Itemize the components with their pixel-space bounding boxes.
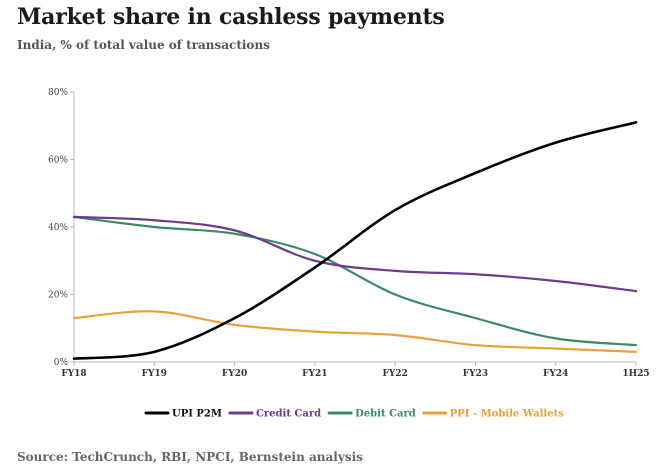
chart-subtitle: India, % of total value of transactions bbox=[17, 38, 270, 52]
y-tick-label: 80% bbox=[48, 88, 68, 98]
x-tick-label: FY23 bbox=[463, 369, 488, 379]
series-line-upi-p2m bbox=[72, 121, 638, 360]
x-tick-label: FY18 bbox=[61, 369, 86, 379]
x-tick-label: 1H25 bbox=[622, 369, 649, 379]
legend-label-ppi-mobile-wallets: PPI - Mobile Wallets bbox=[450, 409, 564, 420]
source-note: Source: TechCrunch, RBI, NPCI, Bernstein… bbox=[17, 450, 363, 464]
y-tick-label: 20% bbox=[48, 291, 68, 301]
series-line-ppi-mobile-wallets bbox=[72, 310, 638, 353]
x-tick-label: FY20 bbox=[222, 369, 247, 379]
legend-label-credit-card: Credit Card bbox=[256, 409, 321, 420]
legend-label-debit-card: Debit Card bbox=[355, 409, 416, 420]
y-tick-label: 40% bbox=[48, 223, 68, 233]
x-tick-label: FY22 bbox=[382, 369, 407, 379]
x-tick-label: FY19 bbox=[142, 369, 167, 379]
y-tick-label: 60% bbox=[48, 156, 68, 166]
y-tick-label: 0% bbox=[54, 358, 69, 368]
series-line-credit-card bbox=[72, 215, 638, 293]
x-tick-label: FY24 bbox=[543, 369, 568, 379]
x-tick-label: FY21 bbox=[302, 369, 327, 379]
chart-title: Market share in cashless payments bbox=[17, 4, 445, 30]
series-line-debit-card bbox=[72, 215, 638, 347]
legend-label-upi-p2m: UPI P2M bbox=[172, 409, 222, 420]
